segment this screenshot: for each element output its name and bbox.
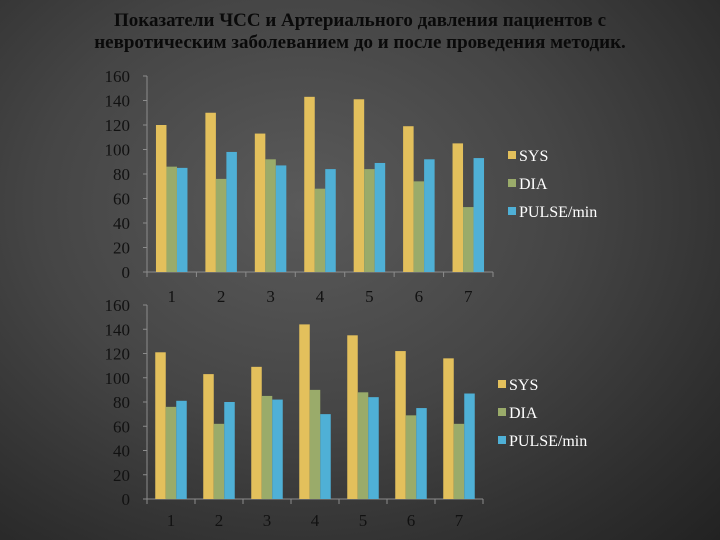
chart-2-bar-pulsemin-5 xyxy=(368,397,379,499)
chart-2-bar-pulsemin-2 xyxy=(224,402,235,499)
chart-1-bar-sys-4 xyxy=(304,96,315,272)
chart-1-y-tick-label: 100 xyxy=(105,141,131,160)
chart-2-x-tick-label: 6 xyxy=(407,511,416,530)
chart-1-x-tick-label: 5 xyxy=(365,287,374,306)
chart-1-legend-label: DIA xyxy=(519,176,548,193)
chart-2-y-tick-label: 140 xyxy=(105,320,131,339)
chart-1-bar-sys-1 xyxy=(155,125,167,272)
chart-2-bar-dia-5 xyxy=(357,392,369,499)
chart-2-bar-pulsemin-7 xyxy=(464,393,475,499)
chart-1-y-tick-label: 140 xyxy=(105,92,131,111)
chart-2-y-tick-label: 160 xyxy=(105,296,131,315)
chart-2-x-tick-label: 2 xyxy=(215,511,224,530)
chart-2-bar-pulsemin-6 xyxy=(416,408,427,499)
chart-1-y-tick-label: 0 xyxy=(122,263,131,282)
chart-2-legend-swatch xyxy=(498,380,506,388)
chart-1-x-tick-label: 1 xyxy=(167,287,176,306)
chart-1-legend-swatch xyxy=(508,207,516,215)
chart-1-bar-sys-7 xyxy=(452,143,464,272)
chart-2-bar-dia-7 xyxy=(453,423,465,499)
chart-1-bar-pulsemin-7 xyxy=(473,158,485,272)
chart-1-bar-pulsemin-6 xyxy=(424,159,435,272)
chart-1-y-tick-label: 40 xyxy=(113,214,130,233)
chart-1-x-tick-label: 4 xyxy=(316,287,325,306)
chart-1-bar-dia-5 xyxy=(364,169,375,272)
chart-1-x-tick-label: 7 xyxy=(464,287,473,306)
chart-2-y-tick-label: 100 xyxy=(105,369,131,388)
chart-1-bar-dia-3 xyxy=(265,159,276,272)
chart-2-bar-pulsemin-1 xyxy=(176,400,187,499)
chart-2-legend-label: DIA xyxy=(509,405,538,422)
chart-1-bar-dia-2 xyxy=(215,178,227,272)
chart-2-bar-dia-4 xyxy=(309,389,321,499)
chart-1-bar-sys-5 xyxy=(353,99,365,273)
chart-2-x-tick-label: 7 xyxy=(455,511,464,530)
chart-1-legend-swatch xyxy=(508,179,516,187)
chart-2-bar-pulsemin-4 xyxy=(320,414,331,499)
chart-1-bar-dia-7 xyxy=(463,207,474,272)
chart-1-y-tick-label: 60 xyxy=(113,190,130,209)
chart-2-x-tick-label: 3 xyxy=(263,511,272,530)
chart-1-bar-pulsemin-4 xyxy=(325,169,336,272)
chart-2-y-tick-label: 80 xyxy=(113,393,130,412)
chart-1-x-tick-label: 3 xyxy=(266,287,275,306)
chart-1-legend-swatch xyxy=(508,151,516,159)
chart-1-bar-pulsemin-2 xyxy=(226,151,237,272)
chart-2-x-tick-label: 4 xyxy=(311,511,320,530)
chart-1-bar-pulsemin-1 xyxy=(176,167,188,272)
chart-1-y-tick-label: 80 xyxy=(113,165,130,184)
chart-title-line-2: невротическим заболеванием до и после пр… xyxy=(94,32,626,53)
chart-title: Показатели ЧСС и Артериального давления … xyxy=(0,10,720,54)
chart-2-legend-label: SYS xyxy=(509,377,538,394)
chart-1-y-tick-label: 20 xyxy=(113,239,130,258)
chart-2-bar-sys-7 xyxy=(443,358,454,499)
chart-2-bar-dia-1 xyxy=(165,406,177,499)
chart-2-y-tick-label: 40 xyxy=(113,442,130,461)
chart-2-legend-swatch xyxy=(498,436,506,444)
chart-2-bar-sys-6 xyxy=(395,351,406,499)
chart-1-x-tick-label: 6 xyxy=(415,287,424,306)
chart-1-legend-label: SYS xyxy=(519,148,548,165)
chart-2-y-tick-label: 60 xyxy=(113,417,130,436)
chart-2-bar-sys-4 xyxy=(299,324,310,499)
chart-2-y-tick-label: 0 xyxy=(122,490,131,509)
chart-2-legend-label: PULSE/min xyxy=(509,433,587,450)
chart-2-x-tick-label: 5 xyxy=(359,511,368,530)
chart-1-bar-dia-1 xyxy=(166,166,177,272)
chart-2-x-tick-label: 1 xyxy=(167,511,176,530)
chart-1-bar-pulsemin-3 xyxy=(275,165,287,272)
chart-title-line-1: Показатели ЧСС и Артериального давления … xyxy=(114,10,606,31)
chart-2-y-tick-label: 120 xyxy=(105,345,131,364)
chart-2-bar-dia-3 xyxy=(261,395,273,499)
chart-1-x-tick-label: 2 xyxy=(217,287,226,306)
chart-1-bar-sys-6 xyxy=(403,126,414,272)
chart-2-bar-sys-5 xyxy=(347,335,358,499)
chart-1-bar-dia-6 xyxy=(413,181,425,272)
chart-2-bar-dia-6 xyxy=(405,415,417,499)
chart-1-y-tick-label: 120 xyxy=(105,116,131,135)
chart-2-y-tick-label: 20 xyxy=(113,466,130,485)
chart-2-bar-pulsemin-3 xyxy=(272,399,283,499)
chart-2-bar-sys-3 xyxy=(251,366,262,499)
chart-2-bar-sys-2 xyxy=(203,374,214,499)
chart-1-y-tick-label: 160 xyxy=(105,67,131,86)
chart-2-bar-dia-2 xyxy=(213,423,225,499)
chart-2-legend-swatch xyxy=(498,408,506,416)
chart-1-legend-label: PULSE/min xyxy=(519,204,597,221)
chart-1-bar-pulsemin-5 xyxy=(374,162,386,272)
chart-1-bar-sys-3 xyxy=(254,133,266,272)
chart-1-bar-sys-2 xyxy=(205,112,216,272)
chart-2-bar-sys-1 xyxy=(155,352,166,499)
chart-1-bar-dia-4 xyxy=(314,188,326,272)
